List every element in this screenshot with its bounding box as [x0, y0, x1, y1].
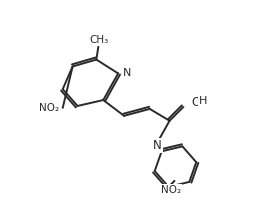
Text: O: O: [191, 96, 200, 110]
Text: NO₂: NO₂: [162, 185, 182, 195]
Text: CH₃: CH₃: [90, 35, 109, 45]
Text: H: H: [199, 96, 208, 106]
Text: NO₂: NO₂: [39, 103, 59, 113]
Text: N: N: [153, 139, 162, 152]
Text: N: N: [123, 68, 131, 78]
